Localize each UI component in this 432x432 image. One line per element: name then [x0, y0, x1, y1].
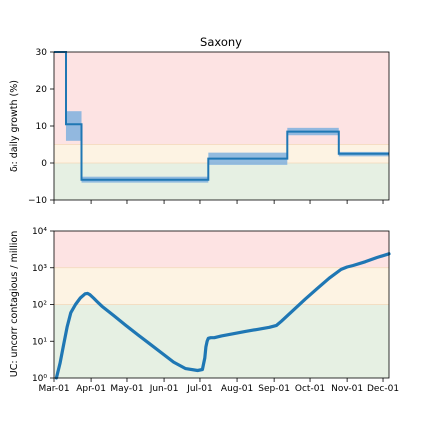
x-tick-label: May-01	[110, 384, 143, 394]
zone-green	[54, 304, 389, 378]
top-panel-frame	[53, 51, 390, 201]
zone-orange	[54, 267, 389, 305]
x-tick-label: Jun-01	[149, 384, 179, 394]
y-tick-label: 30	[36, 48, 48, 58]
contagious-line	[54, 252, 391, 380]
y-tick-label: 10	[36, 122, 48, 132]
x-tick-label: Sep-01	[258, 384, 290, 394]
y-tick-label: 10³	[32, 264, 47, 274]
top-panel: −10 0 10 20 30 δᵢ: daily growth (%)	[9, 48, 390, 206]
chart-title: Saxony	[200, 35, 242, 49]
bottom-panel-frame	[53, 230, 390, 379]
y-tick-label: 0	[41, 159, 47, 169]
y-tick-label: 10⁰	[32, 374, 47, 384]
x-tick-label: Jul-01	[186, 384, 213, 394]
x-tick-label: Apr-01	[76, 384, 106, 394]
bottom-y-axis-label: UC: uncorr contagious / million	[9, 231, 20, 378]
y-tick-label: 10⁴	[32, 227, 47, 237]
x-tick-label: Dec-01	[367, 384, 399, 394]
x-tick-label: Mar-01	[38, 384, 69, 394]
growth-rate-line	[54, 51, 389, 181]
x-tick-label: Oct-01	[295, 384, 325, 394]
bottom-panel: 10⁰ 10¹ 10² 10³ 10⁴ Mar-01 Apr-01 May-01 Jun-01…	[9, 227, 399, 394]
y-tick-label: 10²	[32, 301, 47, 311]
y-tick-label: 10¹	[32, 337, 47, 347]
y-tick-label: −10	[28, 196, 47, 206]
y-tick-label: 20	[36, 85, 48, 95]
zone-red	[54, 231, 389, 268]
x-tick-label: Aug-01	[221, 384, 253, 394]
confidence-band	[65, 111, 82, 141]
top-y-axis-label: δᵢ: daily growth (%)	[9, 80, 20, 172]
x-tick-label: Nov-01	[331, 384, 363, 394]
